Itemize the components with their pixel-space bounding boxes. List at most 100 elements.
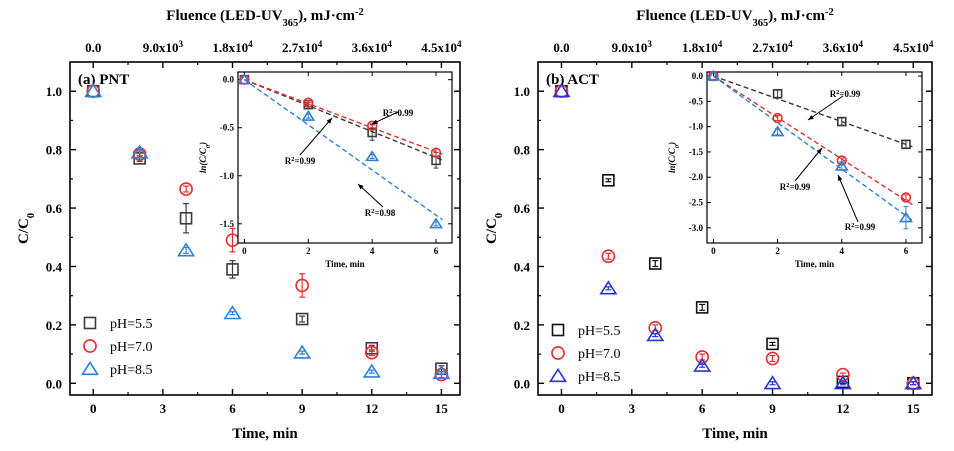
- x-tick-label: 6: [699, 401, 706, 416]
- inset-data-point: [430, 147, 442, 158]
- data-point: [599, 280, 618, 295]
- data-point: [179, 182, 193, 196]
- annotation-arrow: [807, 95, 844, 121]
- data-point: [293, 344, 312, 359]
- annotation-arrow: [357, 183, 384, 208]
- x-tick-label: 12: [836, 401, 849, 416]
- x-tick-label: 9: [769, 401, 776, 416]
- inset-data-point: [898, 211, 913, 223]
- data-point: [362, 363, 381, 378]
- legend-marker: [83, 339, 97, 353]
- fit-line: [244, 79, 443, 155]
- data-point: [130, 144, 149, 159]
- inset-y-tick-label: -1.0: [220, 171, 235, 181]
- y-tick-label: 0.4: [514, 259, 531, 274]
- data-point: [766, 337, 779, 351]
- inset-frame: [237, 71, 453, 244]
- data-point: [432, 365, 451, 380]
- data-point: [836, 367, 850, 382]
- inset-y-tick-label: -0.5: [220, 123, 235, 133]
- legend-marker: [551, 346, 565, 360]
- top-tick-label: 0.0: [85, 40, 101, 55]
- y-axis-label: C/C0: [484, 213, 505, 244]
- r2-label: R2=0.99: [383, 108, 414, 119]
- inset-data-point: [301, 109, 316, 121]
- data-point: [602, 174, 615, 187]
- inset-data-point: [366, 120, 378, 131]
- fit-line: [243, 79, 443, 221]
- y-tick-label: 1.0: [46, 84, 62, 99]
- inset-x-tick-label: 2: [306, 246, 311, 256]
- plot-frame: [69, 61, 461, 396]
- y-tick-label: 0.0: [514, 376, 530, 391]
- top-tick-label: 2.7x104: [752, 39, 793, 55]
- inset-data-point: [367, 127, 377, 138]
- inset-data-point: [237, 73, 252, 85]
- data-point: [179, 211, 193, 225]
- inset-x-tick-label: 6: [434, 246, 439, 256]
- annotation-arrowhead: [816, 148, 822, 154]
- legend-label: pH=5.5: [110, 317, 153, 332]
- legend-label: pH=7.0: [578, 347, 621, 362]
- y-tick-label: 0.4: [46, 259, 63, 274]
- series-triangle: [84, 83, 451, 380]
- inset-x-axis-label: Time, min: [795, 259, 834, 269]
- series-triangle: [552, 83, 923, 390]
- fit-line: [713, 75, 913, 221]
- inset-data-point: [303, 97, 314, 108]
- data-point: [695, 350, 710, 364]
- legend-label: pH=8.5: [110, 363, 153, 378]
- top-axis-label: Fluence (LED-UV365), mJ·cm-2: [166, 7, 363, 29]
- r2-label: R2=0.99: [845, 222, 876, 233]
- fit-line: [713, 75, 913, 148]
- inset-y-tick-label: -0.5: [689, 96, 704, 106]
- y-axis-label: C/C0: [16, 213, 37, 244]
- legend-marker: [548, 367, 568, 383]
- data-point: [833, 375, 852, 390]
- x-tick-label: 15: [907, 401, 921, 416]
- top-tick-label: 3.6x104: [352, 39, 393, 55]
- x-tick-label: 12: [365, 401, 378, 416]
- annotation-arrow: [794, 147, 823, 182]
- top-tick-label: 4.5x104: [893, 39, 934, 55]
- inset-data-point: [772, 88, 783, 99]
- data-point: [223, 305, 242, 320]
- annotation-arrowhead: [358, 184, 364, 190]
- top-tick-label: 0.0: [553, 40, 569, 55]
- inset-x-tick-label: 4: [840, 246, 845, 256]
- x-axis-label: Time, min: [702, 426, 768, 442]
- annotation-arrow: [299, 117, 333, 156]
- data-point: [648, 257, 662, 270]
- data-point: [695, 301, 709, 314]
- y-tick-label: 1.0: [514, 84, 530, 99]
- inset-data-point: [770, 125, 785, 137]
- inset-y-tick-label: 0.0: [223, 75, 235, 85]
- inset-y-axis-label: ln(C/C0): [198, 142, 212, 173]
- inset-data-point: [834, 159, 849, 171]
- y-tick-label: 0.6: [514, 201, 531, 216]
- panel-label: (b) ACT: [546, 72, 599, 88]
- inset-y-tick-label: -3.0: [689, 223, 704, 233]
- inset-y-tick-label: -1.5: [689, 147, 704, 157]
- data-point: [904, 375, 923, 390]
- inset-y-tick-label: -2.5: [689, 198, 704, 208]
- legend-marker: [83, 316, 97, 330]
- annotation-arrow: [837, 174, 859, 223]
- top-tick-label: 1.8x104: [212, 39, 253, 55]
- inset-data-point: [706, 69, 721, 81]
- data-point: [763, 375, 782, 390]
- r2-label: R2=0.98: [365, 208, 396, 219]
- inset-x-tick-label: 0: [242, 246, 247, 256]
- inset-x-axis-label: Time, min: [325, 259, 364, 269]
- annotation-arrowhead: [838, 175, 843, 181]
- x-tick-label: 15: [435, 401, 449, 416]
- top-tick-label: 2.7x104: [282, 39, 323, 55]
- legend-marker: [80, 360, 100, 376]
- data-point: [552, 83, 571, 98]
- x-tick-label: 6: [229, 401, 236, 416]
- inset-data-point: [429, 217, 444, 229]
- r2-label: R2=0.99: [780, 182, 811, 193]
- r2-label: R2=0.99: [830, 89, 861, 100]
- inset-x-tick-label: 6: [904, 246, 909, 256]
- fit-line: [244, 79, 443, 161]
